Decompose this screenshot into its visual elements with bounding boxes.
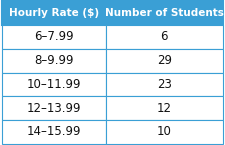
Text: Number of Students: Number of Students [105,8,224,18]
Bar [106,49,223,72]
Bar [2,49,106,72]
Text: 6: 6 [161,30,168,44]
Text: 8–9.99: 8–9.99 [34,54,74,67]
Bar [2,96,106,120]
Bar [2,72,106,96]
Text: 23: 23 [157,78,172,91]
Bar [106,120,223,144]
Bar [106,1,223,25]
Text: 14–15.99: 14–15.99 [27,125,81,138]
Text: 10: 10 [157,125,172,138]
Text: 10–11.99: 10–11.99 [27,78,81,91]
Bar [2,25,106,49]
Bar [106,72,223,96]
Text: 29: 29 [157,54,172,67]
Text: 12–13.99: 12–13.99 [27,102,81,115]
Bar [106,25,223,49]
Bar [2,1,106,25]
Bar [2,120,106,144]
Text: Hourly Rate ($): Hourly Rate ($) [9,8,99,18]
Text: 6–7.99: 6–7.99 [34,30,74,44]
Text: 12: 12 [157,102,172,115]
Bar [106,96,223,120]
